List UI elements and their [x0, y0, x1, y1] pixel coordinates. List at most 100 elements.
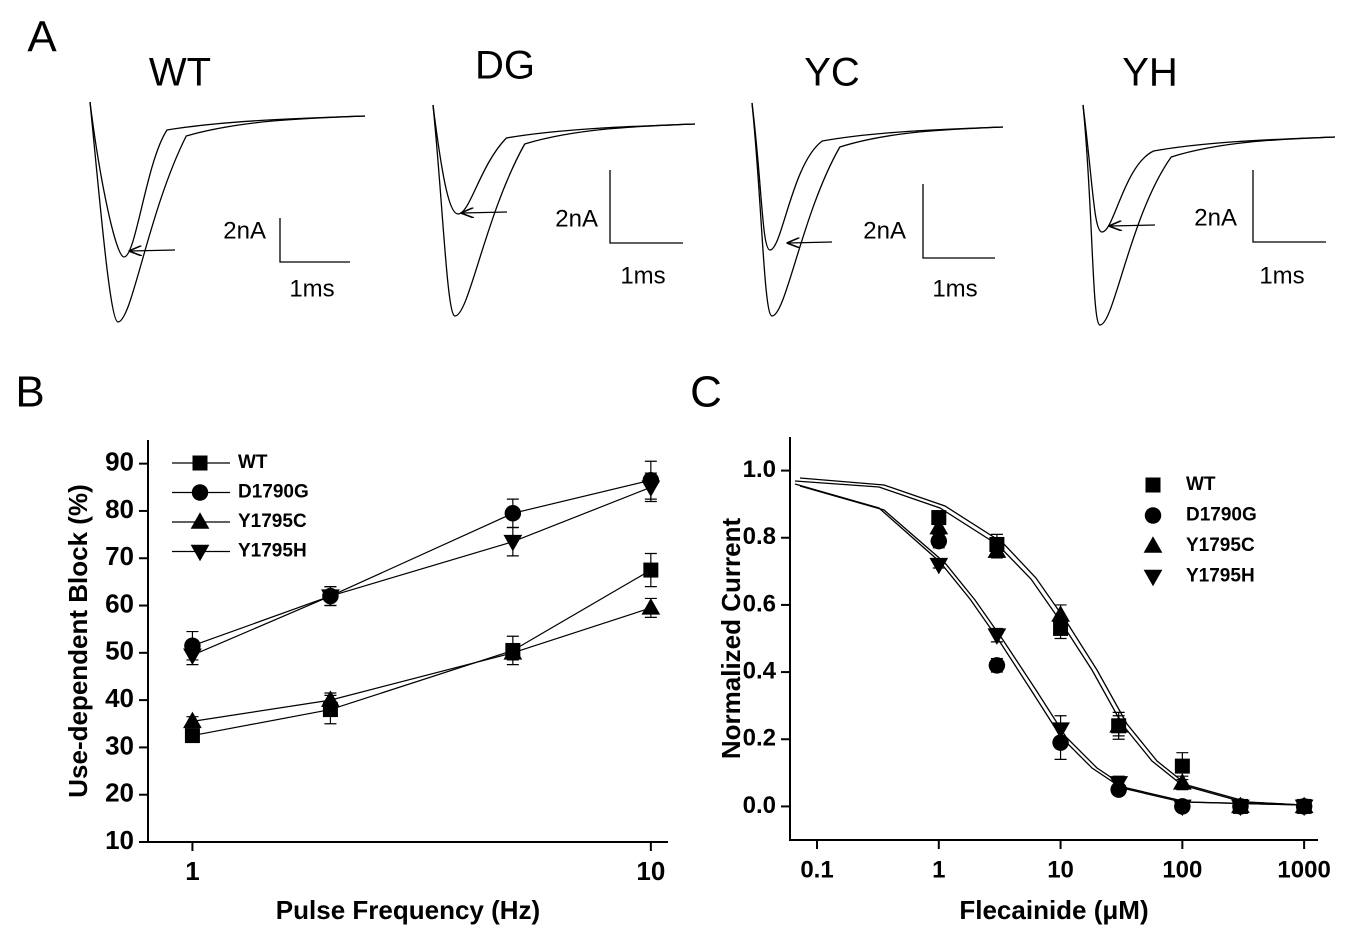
arrow: [130, 250, 176, 251]
marker: [1144, 507, 1162, 524]
legend-label: WT: [1186, 474, 1216, 495]
marker: [1051, 722, 1070, 739]
marker: [1172, 799, 1192, 817]
time-scale: 1ms: [620, 262, 665, 289]
x-tick-label: 1: [932, 856, 945, 883]
marker: [1143, 569, 1163, 587]
time-scale: 1ms: [932, 275, 977, 302]
current-scale: 2nA: [223, 217, 266, 244]
current-trace: [1082, 104, 1336, 326]
marker: [641, 598, 661, 615]
y-tick-label: 80: [105, 494, 134, 524]
marker: [192, 455, 208, 471]
y-tick-label: 1.0: [743, 456, 776, 483]
current-scale: 2nA: [1194, 204, 1237, 231]
marker: [988, 657, 1006, 674]
scale-bar: [609, 170, 683, 244]
legend-label: Y1795H: [238, 541, 307, 562]
scale-bar: [1252, 170, 1326, 243]
legend-label: Y1795H: [1186, 566, 1255, 587]
marker: [1143, 536, 1163, 553]
y-tick-label: 0.2: [743, 725, 776, 752]
current-trace: [751, 102, 1004, 317]
marker: [321, 690, 340, 707]
marker: [930, 532, 948, 550]
marker: [190, 512, 210, 529]
panel-a: A WT 2nA 1ms DG 2nA 1ms YC 2nA 1ms YH 2nA 1ms: [27, 13, 1336, 326]
marker: [987, 541, 1007, 558]
arrow: [1110, 225, 1156, 226]
marker: [1109, 776, 1129, 793]
series-line: [192, 486, 652, 656]
fit-curves: [794, 477, 1304, 806]
y-tick-label: 20: [105, 778, 134, 808]
legend-label: Y1795C: [238, 511, 307, 532]
y-tick-label: 90: [105, 447, 134, 477]
fit-curve: [799, 485, 1304, 806]
trace-title: WT: [149, 51, 211, 95]
arrow: [462, 212, 508, 213]
x-tick-label: 1000: [1277, 856, 1330, 883]
y-tick-label: 0.4: [743, 657, 777, 684]
marker: [1174, 758, 1190, 774]
y-axis-label: Use-dependent Block (%): [63, 484, 93, 798]
marker: [503, 534, 523, 552]
current-scale: 2nA: [555, 205, 598, 232]
marker: [184, 728, 200, 744]
legend-label: D1790G: [238, 482, 309, 503]
current-trace: [1082, 104, 1336, 233]
fit-curve: [794, 480, 1304, 806]
panel-label: C: [690, 368, 722, 417]
y-tick-label: 0.0: [743, 792, 776, 819]
series-line: [192, 607, 652, 722]
current-trace: [89, 101, 366, 258]
x-axis-label: Pulse Frequency (Hz): [276, 895, 540, 925]
y-tick-label: 30: [105, 730, 134, 760]
x-tick-label: 0.1: [800, 856, 833, 883]
legend-label: Y1795C: [1186, 535, 1255, 556]
series-line: [192, 479, 651, 647]
marker: [1294, 799, 1314, 817]
x-axis-label: Flecainide (μM): [959, 895, 1148, 925]
marker: [183, 648, 202, 665]
fit-curve: [799, 477, 1304, 806]
arrow: [788, 242, 833, 243]
time-scale: 1ms: [289, 275, 334, 302]
marker: [191, 484, 209, 501]
marker: [1109, 716, 1129, 733]
series-line: [192, 569, 652, 737]
panel-label: B: [15, 368, 44, 417]
current-scale: 2nA: [863, 217, 906, 244]
y-tick-label: 0.8: [743, 523, 776, 550]
marker: [190, 544, 210, 562]
marker: [929, 557, 949, 575]
x-tick-label: 10: [636, 856, 665, 886]
current-trace: [432, 104, 696, 317]
marker: [504, 505, 522, 522]
y-tick-label: 10: [105, 825, 134, 855]
marker: [183, 711, 202, 729]
y-tick-label: 70: [105, 541, 134, 571]
marker: [929, 517, 949, 535]
y-tick-label: 0.6: [743, 590, 776, 617]
marker: [1172, 773, 1192, 790]
trace-title: YH: [1122, 51, 1178, 95]
marker: [643, 562, 659, 578]
scale-bar: [279, 218, 350, 263]
current-trace: [432, 104, 696, 215]
current-trace: [751, 102, 1004, 251]
current-trace: [89, 101, 366, 323]
time-scale: 1ms: [1259, 262, 1304, 289]
marker: [503, 643, 523, 660]
x-tick-label: 10: [1047, 856, 1074, 883]
fit-curve: [794, 483, 1304, 806]
marker: [321, 589, 340, 606]
panel-label: A: [27, 13, 57, 62]
legend-label: WT: [238, 452, 268, 473]
y-tick-label: 60: [105, 588, 134, 618]
x-tick-label: 100: [1162, 856, 1202, 883]
y-tick-label: 50: [105, 636, 134, 666]
y-tick-label: 40: [105, 683, 134, 713]
trace-title: DG: [475, 44, 535, 88]
